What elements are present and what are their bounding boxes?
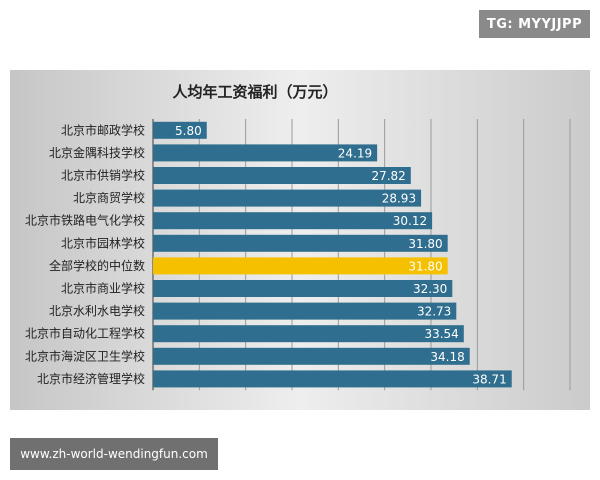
value-label: 24.19	[338, 146, 372, 160]
value-label: 38.71	[472, 372, 506, 386]
category-label: 北京市邮政学校	[61, 122, 145, 137]
value-label: 32.30	[413, 282, 447, 296]
category-label: 全部学校的中位数	[49, 258, 145, 273]
bar	[153, 212, 433, 230]
category-label: 北京市供销学校	[61, 168, 145, 183]
category-label: 北京金隅科技学校	[49, 145, 145, 160]
chart-panel: 人均年工资福利（万元） 北京市邮政学校 5.80 北京金隅科技学校 24.19 北京市供…	[10, 70, 590, 410]
bar	[153, 189, 422, 207]
value-label: 31.80	[408, 259, 442, 273]
category-label: 北京市自动化工程学校	[25, 326, 145, 341]
bar	[153, 325, 464, 343]
category-label: 北京市铁路电气化学校	[25, 213, 145, 228]
bar	[153, 280, 453, 297]
category-label: 北京市经济管理学校	[37, 371, 145, 386]
chart-title: 人均年工资福利（万元）	[172, 83, 338, 101]
bar	[153, 257, 448, 275]
footer-url: www.zh-world-wendingfun.com	[10, 438, 218, 470]
bar	[153, 347, 470, 365]
bar	[153, 370, 512, 388]
bar	[153, 167, 411, 184]
bar	[153, 144, 378, 162]
bar	[153, 121, 207, 139]
value-label: 28.93	[382, 192, 416, 206]
value-label: 32.73	[417, 305, 451, 319]
category-label: 北京商贸学校	[73, 190, 145, 205]
value-label: 31.80	[408, 237, 442, 251]
category-label: 北京市海淀区卫生学校	[25, 348, 145, 363]
value-label: 5.80	[175, 124, 202, 138]
category-label: 北京市商业学校	[61, 281, 145, 296]
watermark-tag: TG: MYYJJPP	[479, 10, 590, 38]
bar	[153, 234, 448, 252]
category-label: 北京市园林学校	[61, 235, 145, 250]
value-label: 34.18	[430, 350, 464, 364]
value-label: 30.12	[393, 214, 427, 228]
bar	[153, 302, 457, 320]
value-label: 33.54	[424, 327, 458, 341]
bar-chart: 北京市邮政学校 5.80 北京金隅科技学校 24.19 北京市供销学校 27.82 北京商贸…	[25, 119, 571, 391]
value-label: 27.82	[371, 169, 405, 183]
category-label: 北京水利水电学校	[49, 303, 145, 318]
